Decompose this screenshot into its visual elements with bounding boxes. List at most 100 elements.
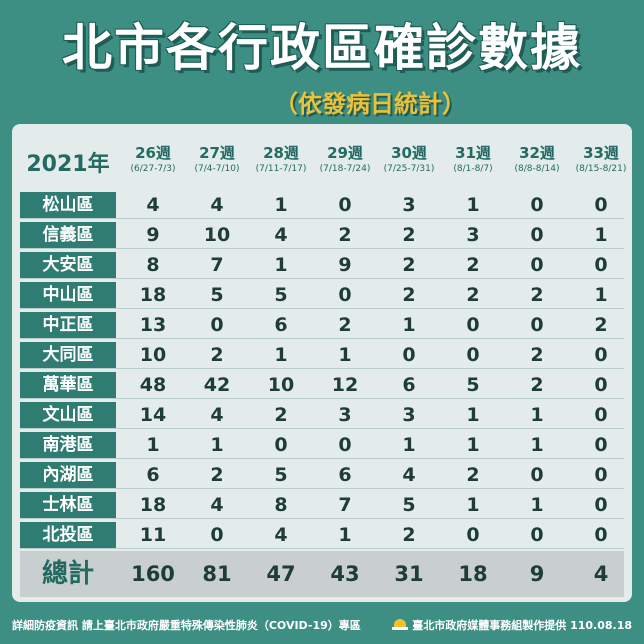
week-range: (8/15-8/21): [575, 164, 627, 174]
case-count-cell: 0: [466, 314, 480, 336]
case-count-cell: 5: [274, 464, 288, 486]
table-row: 南港區 1 1 0 0 1 1 1 0: [20, 432, 624, 459]
case-count-cell: 5: [402, 494, 416, 516]
case-count-cell: 0: [338, 434, 352, 456]
case-count-cell: 4: [274, 524, 288, 546]
case-count-cell: 2: [402, 524, 416, 546]
table-header: 2021年 26週 (6/27-7/3) 27週 (7/4-7/10) 28週 (7/11…: [12, 124, 632, 188]
case-count-cell: 11: [139, 524, 167, 546]
week-header: 30週 (7/25-7/31): [376, 144, 442, 176]
table-row: 中山區 18 5 5 0 2 2 2 1: [20, 282, 624, 309]
case-count-cell: 0: [594, 464, 608, 486]
case-count-cell: 18: [139, 494, 167, 516]
case-count-cell: 4: [210, 404, 224, 426]
data-table-panel: 2021年 26週 (6/27-7/3) 27週 (7/4-7/10) 28週 (7/11…: [12, 124, 632, 602]
table-row: 中正區 13 0 6 2 1 0 0 2: [20, 312, 624, 339]
case-count-cell: 5: [274, 284, 288, 306]
case-count-cell: 4: [210, 494, 224, 516]
case-count-cell: 3: [402, 194, 416, 216]
table-row: 信義區 9 10 4 2 2 3 0 1: [20, 222, 624, 249]
case-count-cell: 0: [530, 224, 544, 246]
case-count-cell: 1: [338, 524, 352, 546]
week-range: (7/18-7/24): [319, 164, 371, 174]
week-header: 27週 (7/4-7/10): [184, 144, 250, 176]
total-cell: 81: [202, 562, 232, 586]
table-row: 松山區 4 4 1 0 3 1 0 0: [20, 192, 624, 219]
table-row: 大同區 10 2 1 1 0 0 2 0: [20, 342, 624, 369]
taipei-gov-logo-icon: [392, 619, 409, 631]
case-count-cell: 9: [146, 224, 160, 246]
case-count-cell: 1: [530, 404, 544, 426]
case-count-cell: 1: [146, 434, 160, 456]
case-count-cell: 1: [530, 434, 544, 456]
case-count-cell: 4: [146, 194, 160, 216]
case-count-cell: 4: [210, 194, 224, 216]
case-count-cell: 2: [402, 284, 416, 306]
case-count-cell: 5: [210, 284, 224, 306]
case-count-cell: 6: [402, 374, 416, 396]
case-count-cell: 1: [594, 284, 608, 306]
week-header: 33週 (8/15-8/21): [568, 144, 634, 176]
case-count-cell: 48: [139, 374, 167, 396]
case-count-cell: 0: [594, 374, 608, 396]
case-count-cell: 0: [594, 254, 608, 276]
case-count-cell: 1: [274, 194, 288, 216]
footer-credit: 臺北市政府媒體事務組製作提供 110.08.18: [412, 619, 632, 632]
case-count-cell: 5: [466, 374, 480, 396]
total-cell: 160: [131, 562, 175, 586]
district-name: 大同區: [20, 342, 116, 368]
case-count-cell: 3: [338, 404, 352, 426]
footer-credit-wrap: 臺北市政府媒體事務組製作提供 110.08.18: [392, 617, 632, 633]
case-count-cell: 12: [331, 374, 359, 396]
district-name: 大安區: [20, 252, 116, 278]
case-count-cell: 18: [139, 284, 167, 306]
case-count-cell: 3: [402, 404, 416, 426]
district-name: 中正區: [20, 312, 116, 338]
district-name: 中山區: [20, 282, 116, 308]
case-count-cell: 0: [338, 194, 352, 216]
case-count-cell: 0: [466, 524, 480, 546]
case-count-cell: 1: [402, 434, 416, 456]
case-count-cell: 9: [338, 254, 352, 276]
week-label: 31週: [455, 144, 491, 162]
case-count-cell: 2: [594, 314, 608, 336]
table-row: 文山區 14 4 2 3 3 1 1 0: [20, 402, 624, 429]
case-count-cell: 2: [466, 254, 480, 276]
case-count-cell: 1: [466, 404, 480, 426]
table-row: 士林區 18 4 8 7 5 1 1 0: [20, 492, 624, 519]
case-count-cell: 0: [466, 344, 480, 366]
case-count-cell: 2: [210, 464, 224, 486]
case-count-cell: 0: [530, 194, 544, 216]
district-name: 北投區: [20, 522, 116, 548]
case-count-cell: 0: [530, 254, 544, 276]
week-label: 27週: [199, 144, 235, 162]
case-count-cell: 4: [402, 464, 416, 486]
week-label: 33週: [583, 144, 619, 162]
case-count-cell: 13: [139, 314, 167, 336]
case-count-cell: 8: [274, 494, 288, 516]
case-count-cell: 1: [466, 434, 480, 456]
case-count-cell: 0: [210, 314, 224, 336]
total-cell: 9: [529, 562, 545, 586]
case-count-cell: 7: [210, 254, 224, 276]
case-count-cell: 2: [402, 224, 416, 246]
week-label: 28週: [263, 144, 299, 162]
case-count-cell: 0: [530, 314, 544, 336]
week-header: 28週 (7/11-7/17): [248, 144, 314, 176]
case-count-cell: 2: [338, 314, 352, 336]
total-cell: 18: [458, 562, 488, 586]
week-range: (7/4-7/10): [194, 164, 240, 174]
case-count-cell: 8: [146, 254, 160, 276]
case-count-cell: 10: [267, 374, 295, 396]
case-count-cell: 1: [594, 224, 608, 246]
case-count-cell: 0: [594, 494, 608, 516]
case-count-cell: 0: [402, 344, 416, 366]
week-range: (8/1-8/7): [453, 164, 493, 174]
district-name: 松山區: [20, 192, 116, 218]
case-count-cell: 7: [338, 494, 352, 516]
case-count-cell: 0: [274, 434, 288, 456]
case-count-cell: 2: [530, 344, 544, 366]
case-count-cell: 1: [210, 434, 224, 456]
week-header: 26週 (6/27-7/3): [120, 144, 186, 176]
table-row: 大安區 8 7 1 9 2 2 0 0: [20, 252, 624, 279]
